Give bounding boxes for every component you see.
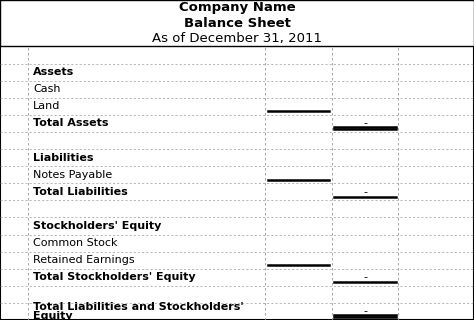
Text: Total Liabilities: Total Liabilities xyxy=(33,187,128,197)
Text: Total Stockholders' Equity: Total Stockholders' Equity xyxy=(33,272,196,282)
Bar xyxy=(0,0,474,46)
Text: -: - xyxy=(363,307,367,316)
Text: Stockholders' Equity: Stockholders' Equity xyxy=(33,221,162,231)
Text: -: - xyxy=(363,272,367,282)
Text: Total Assets: Total Assets xyxy=(33,118,109,128)
Text: Liabilities: Liabilities xyxy=(33,153,94,163)
Text: Assets: Assets xyxy=(33,67,74,77)
Text: Total Liabilities and Stockholders': Total Liabilities and Stockholders' xyxy=(33,302,244,312)
Text: -: - xyxy=(363,187,367,197)
Text: Notes Payable: Notes Payable xyxy=(33,170,112,180)
Text: Land: Land xyxy=(33,101,61,111)
Text: Company Name: Company Name xyxy=(179,1,295,14)
Text: Balance Sheet: Balance Sheet xyxy=(183,17,291,30)
Text: Equity: Equity xyxy=(33,311,73,320)
Text: Common Stock: Common Stock xyxy=(33,238,118,248)
Text: As of December 31, 2011: As of December 31, 2011 xyxy=(152,32,322,45)
Text: Cash: Cash xyxy=(33,84,61,94)
Text: Retained Earnings: Retained Earnings xyxy=(33,255,135,265)
Text: -: - xyxy=(363,118,367,128)
